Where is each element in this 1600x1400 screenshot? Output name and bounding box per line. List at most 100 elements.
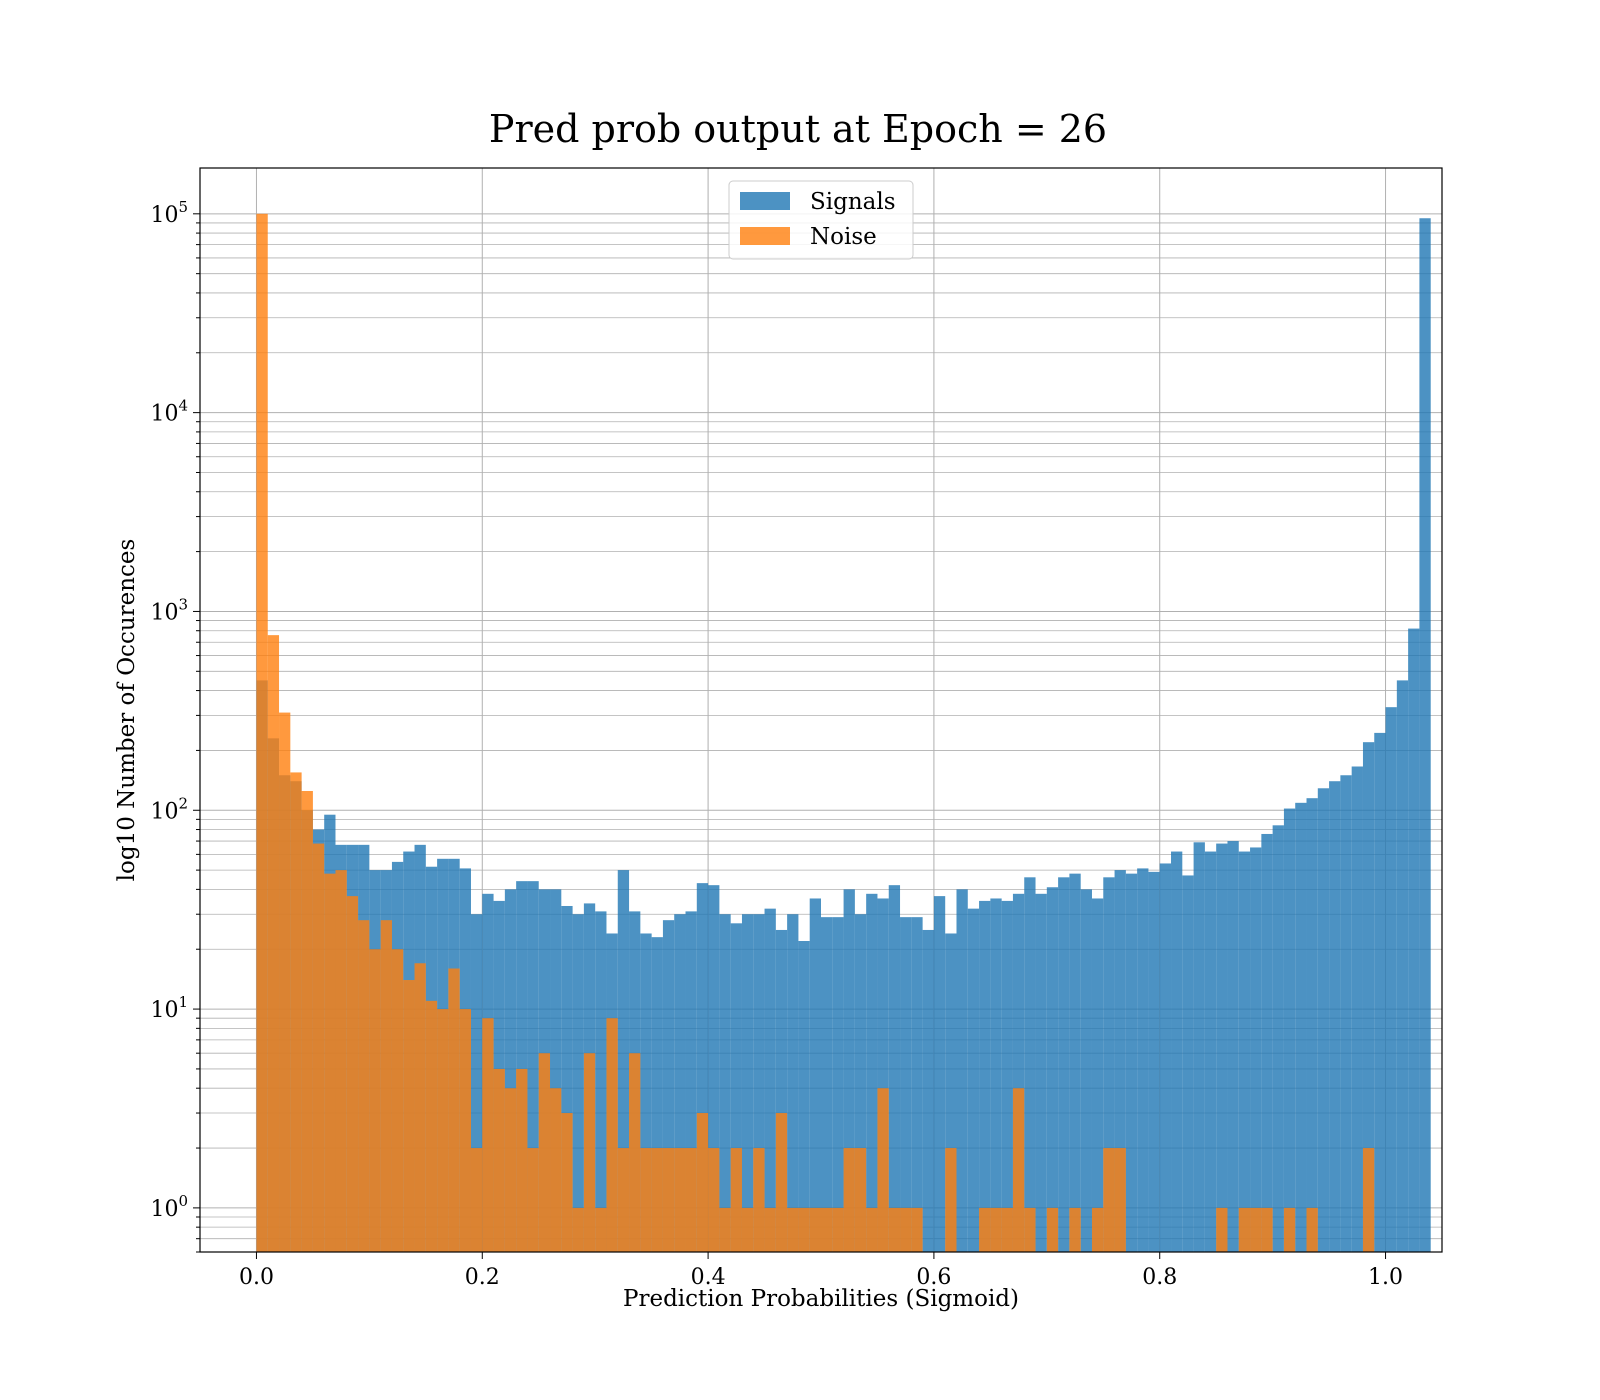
bar-noise bbox=[527, 1148, 539, 1252]
y-tick-label: 104 bbox=[150, 397, 188, 427]
bar-signals bbox=[1295, 802, 1307, 1252]
bar-noise bbox=[516, 1068, 528, 1252]
series-noise bbox=[256, 213, 1375, 1252]
x-tick-label: 0.4 bbox=[691, 1265, 726, 1290]
bar-noise bbox=[629, 1053, 641, 1252]
y-tick-label: 102 bbox=[150, 794, 188, 824]
bar-noise bbox=[437, 1009, 449, 1252]
bar-signals bbox=[1408, 628, 1420, 1252]
bar-signals bbox=[1385, 707, 1397, 1252]
bar-signals bbox=[504, 889, 517, 1252]
bar-noise bbox=[888, 1207, 901, 1252]
bar-signals bbox=[1080, 889, 1092, 1252]
bar-signals bbox=[1091, 898, 1104, 1252]
bar-signals bbox=[753, 914, 765, 1252]
bar-signals bbox=[516, 881, 528, 1252]
y-tick-label: 100 bbox=[150, 1192, 188, 1222]
bar-noise bbox=[369, 949, 381, 1252]
bar-noise bbox=[583, 1053, 596, 1252]
bar-noise bbox=[1069, 1207, 1081, 1252]
bar-signals bbox=[979, 900, 991, 1252]
bar-noise bbox=[1012, 1088, 1025, 1252]
bar-noise bbox=[312, 843, 325, 1252]
legend: Signals Noise bbox=[728, 180, 914, 260]
bar-signals bbox=[1035, 893, 1047, 1252]
bar-noise bbox=[979, 1207, 991, 1252]
bar-signals bbox=[1261, 833, 1273, 1252]
bar-noise bbox=[696, 1113, 709, 1252]
bar-signals bbox=[866, 893, 878, 1252]
legend-label-noise: Noise bbox=[810, 224, 877, 250]
bar-signals bbox=[775, 929, 788, 1252]
bar-signals bbox=[945, 933, 957, 1252]
y-tick-label: 105 bbox=[150, 198, 188, 228]
bar-signals bbox=[922, 929, 934, 1252]
bar-noise bbox=[403, 980, 415, 1252]
bar-signals bbox=[843, 889, 855, 1252]
bar-noise bbox=[640, 1148, 652, 1252]
bar-noise bbox=[301, 790, 313, 1252]
bar-noise bbox=[493, 1068, 505, 1252]
bar-noise bbox=[459, 1009, 471, 1252]
bar-signals bbox=[1317, 788, 1330, 1252]
bar-noise bbox=[335, 870, 347, 1252]
bar-noise bbox=[900, 1207, 912, 1252]
y-axis-label: log10 Number of Occurences bbox=[114, 539, 140, 882]
bar-noise bbox=[877, 1088, 889, 1252]
bar-noise bbox=[1216, 1207, 1228, 1252]
bar-signals bbox=[1001, 900, 1013, 1252]
bar-noise bbox=[267, 635, 280, 1252]
bar-noise bbox=[482, 1018, 494, 1252]
bar-signals bbox=[572, 914, 584, 1252]
bar-noise bbox=[741, 1207, 754, 1252]
x-axis-label: Prediction Probabilities (Sigmoid) bbox=[623, 1286, 1019, 1312]
bar-signals bbox=[1114, 870, 1126, 1252]
bar-signals bbox=[1125, 873, 1138, 1252]
bar-noise bbox=[945, 1148, 957, 1252]
bar-signals bbox=[1419, 218, 1431, 1253]
bar-noise bbox=[617, 1148, 630, 1252]
bar-noise bbox=[448, 968, 460, 1252]
bar-noise bbox=[730, 1148, 742, 1252]
bar-noise bbox=[550, 1088, 562, 1252]
bar-signals bbox=[832, 917, 844, 1252]
bar-noise bbox=[662, 1148, 675, 1252]
bar-signals bbox=[1374, 732, 1386, 1252]
bar-noise bbox=[425, 1000, 438, 1252]
bar-signals bbox=[1159, 863, 1172, 1252]
bar-noise bbox=[1103, 1148, 1115, 1252]
bar-noise bbox=[391, 949, 404, 1252]
bar-signals bbox=[662, 920, 675, 1252]
bar-noise bbox=[324, 873, 336, 1252]
legend-swatch-noise bbox=[740, 227, 790, 245]
bar-noise bbox=[290, 772, 302, 1252]
bar-signals bbox=[1148, 871, 1160, 1252]
bar-signals bbox=[854, 914, 867, 1252]
bar-signals bbox=[1193, 842, 1205, 1252]
bar-noise bbox=[854, 1148, 867, 1252]
bar-noise bbox=[380, 920, 392, 1252]
x-tick-label: 1.0 bbox=[1368, 1265, 1403, 1290]
bar-noise bbox=[572, 1207, 584, 1252]
bar-noise bbox=[358, 920, 370, 1252]
bar-noise bbox=[561, 1113, 573, 1252]
x-tick-label: 0.0 bbox=[239, 1265, 274, 1290]
bar-noise bbox=[685, 1148, 697, 1252]
bar-signals bbox=[708, 885, 720, 1252]
bar-signals bbox=[809, 898, 821, 1252]
bar-signals bbox=[821, 917, 833, 1252]
bar-signals bbox=[1238, 851, 1251, 1252]
bar-signals bbox=[911, 917, 923, 1252]
bar-signals bbox=[1182, 875, 1194, 1252]
bar-noise bbox=[1261, 1207, 1273, 1252]
bar-signals bbox=[764, 908, 776, 1252]
bar-signals bbox=[1340, 775, 1352, 1252]
bar-signals bbox=[617, 870, 630, 1252]
bar-signals bbox=[967, 908, 980, 1252]
x-tick-label: 0.2 bbox=[465, 1265, 500, 1290]
bar-signals bbox=[561, 905, 573, 1252]
bar-signals bbox=[1351, 766, 1363, 1252]
chart-title: Pred prob output at Epoch = 26 bbox=[489, 107, 1107, 151]
bar-noise bbox=[279, 712, 291, 1252]
